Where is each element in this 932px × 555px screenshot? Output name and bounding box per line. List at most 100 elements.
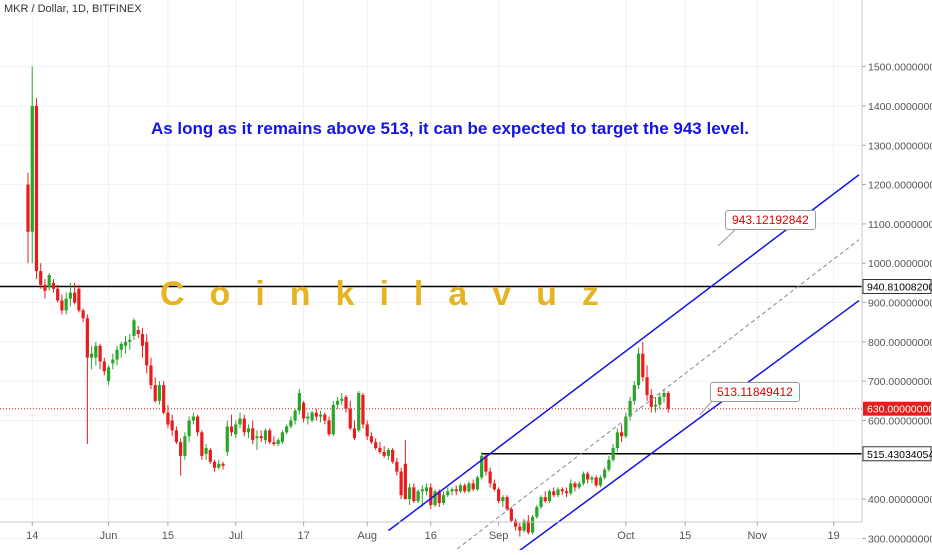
candle-body [450, 489, 454, 492]
y-tick-label: 800.00000000 [868, 337, 932, 349]
candle-body [145, 341, 149, 366]
candle-body [632, 385, 636, 401]
candle-body [128, 339, 132, 342]
y-tick-label: 1100.00000000 [868, 219, 932, 231]
candle [238, 412, 242, 429]
candle-body [624, 416, 628, 437]
candle [272, 436, 276, 447]
candle-body [552, 491, 556, 496]
resistance-price-tag: 940.81008200 [862, 278, 932, 294]
candle-body [594, 477, 598, 486]
candle [183, 432, 187, 460]
candle-body [505, 497, 509, 509]
x-tick-label: Oct [617, 530, 634, 542]
candle-body [352, 428, 357, 439]
candle [221, 461, 225, 470]
price-channel [387, 174, 860, 555]
candle-body [217, 463, 221, 468]
candle [607, 455, 611, 472]
candle-body [242, 418, 246, 433]
candle [620, 424, 624, 443]
x-tick-label: Aug [357, 530, 377, 542]
candle-body [64, 298, 68, 311]
candle [450, 487, 454, 496]
candle-body [90, 353, 94, 358]
support-callout[interactable]: 513.11849412 [710, 382, 800, 402]
candle-body [522, 520, 526, 531]
candle [140, 328, 145, 358]
y-tick-label: 300.00000000 [868, 533, 932, 545]
candle-body [119, 343, 123, 350]
candle [386, 448, 390, 460]
y-tick-label: 1200.00000000 [868, 180, 932, 192]
candle [446, 487, 450, 498]
candle [352, 420, 357, 441]
candle [263, 428, 268, 445]
x-tick-label: 17 [297, 530, 309, 542]
candle-body [132, 320, 136, 336]
candle-body [416, 491, 420, 502]
candle-body [382, 451, 386, 456]
candle [535, 505, 539, 519]
candle-body [471, 483, 475, 490]
watermark: Coinkilavuz [160, 275, 624, 313]
candle [306, 412, 310, 425]
candle [115, 345, 119, 366]
candle [649, 389, 653, 413]
candle [424, 483, 429, 496]
x-tick-label: 15 [162, 530, 174, 542]
candle [94, 341, 98, 366]
candle [208, 448, 212, 464]
candle [615, 428, 619, 452]
candle [492, 479, 496, 492]
candle [119, 341, 123, 358]
candle-body [170, 420, 174, 431]
candle-body [369, 436, 374, 443]
candle-body [344, 396, 348, 409]
candle-body [577, 483, 581, 488]
candle-body [348, 408, 352, 429]
candle-body [488, 471, 492, 484]
candle [335, 396, 340, 409]
candle [56, 284, 60, 303]
candle [556, 487, 560, 498]
candle [514, 518, 518, 531]
candle-body [166, 412, 170, 425]
x-tick-label: Jun [100, 530, 118, 542]
candle [636, 347, 641, 390]
candle [30, 66, 34, 264]
candle [497, 487, 501, 504]
candle-body [174, 430, 178, 443]
candle [153, 377, 157, 403]
candle [106, 365, 111, 386]
candles [26, 66, 670, 537]
candle [399, 467, 403, 500]
candle-body [628, 400, 632, 417]
candle [212, 459, 217, 472]
candle [611, 444, 615, 462]
candle-body [289, 420, 293, 427]
candle [51, 278, 56, 293]
candle-body [293, 410, 297, 421]
candle-body [463, 485, 467, 492]
candle-body [454, 489, 458, 492]
candle [166, 404, 170, 429]
candle-body [590, 477, 594, 480]
candle-body [509, 508, 513, 521]
candle-body [374, 442, 378, 449]
candle [577, 481, 581, 490]
candle-body [530, 516, 535, 533]
candle-body [314, 412, 318, 417]
target-callout[interactable]: 943.12192842 [725, 210, 816, 230]
candle-body [607, 459, 611, 470]
candle-body [302, 402, 306, 419]
candle [314, 408, 318, 421]
candle-body [539, 497, 543, 508]
support-price-tag-bg [862, 446, 932, 462]
candle [340, 392, 344, 405]
candle-body [26, 184, 30, 232]
candle [123, 335, 128, 354]
candle-body [140, 333, 145, 346]
